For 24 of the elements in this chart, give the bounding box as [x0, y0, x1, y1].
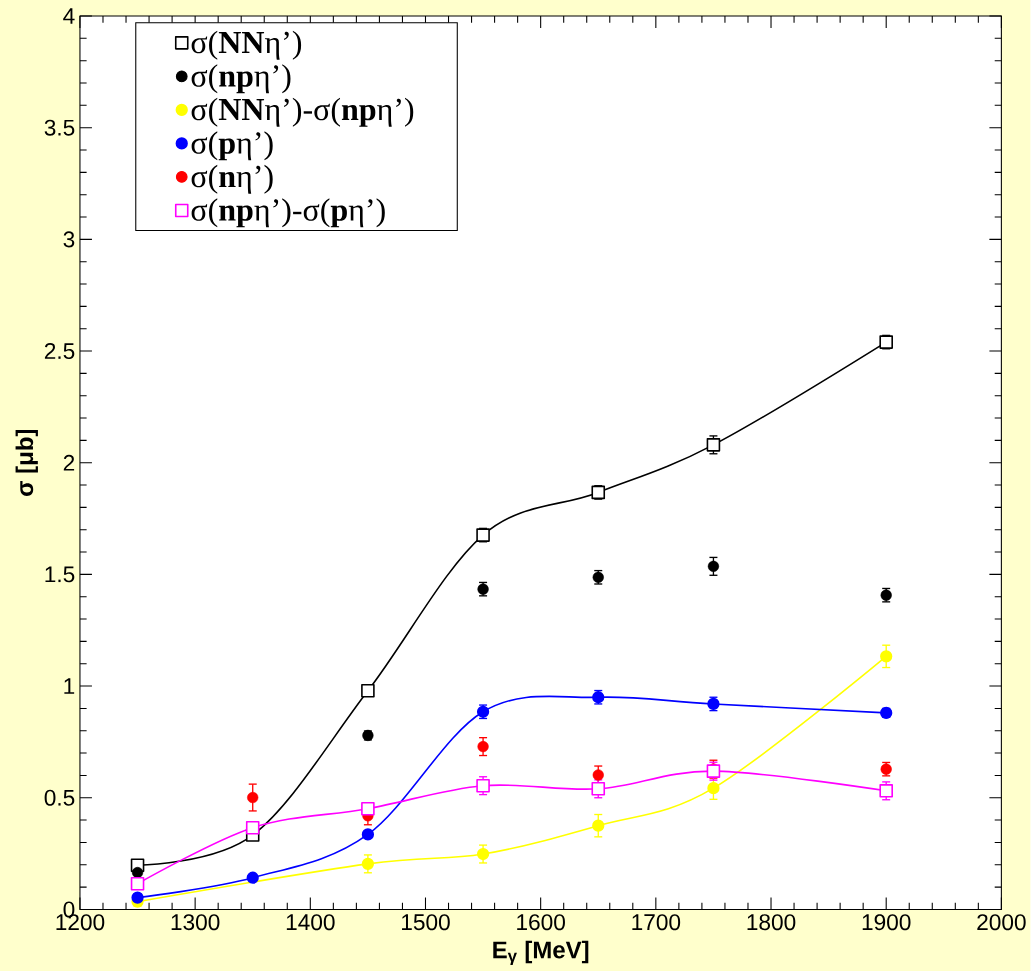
x-tick-label: 1800 — [747, 913, 796, 930]
x-axis-title: E$_{γ}$ [MeV] — [493, 940, 589, 965]
x-tick-label: 1900 — [862, 913, 911, 930]
x-tick-label: 1400 — [286, 913, 335, 930]
y-tick-label: 1.5 — [45, 566, 75, 583]
legend-label: σ(npη’)-σ(pη’) — [191, 198, 385, 228]
y-tick-label: 2 — [63, 454, 75, 471]
y-tick-label: 0.5 — [44, 789, 75, 806]
x-tick-label: 1600 — [517, 913, 565, 930]
x-tick-label: 2000 — [977, 913, 1026, 930]
y-tick-label: 3.5 — [44, 119, 75, 136]
legend-label: σ(NNη’) — [191, 30, 302, 60]
legend-label: σ(nη’) — [191, 164, 273, 194]
x-tick-label: 1300 — [171, 913, 220, 930]
legend-label: σ(pη’) — [191, 131, 273, 161]
y-tick-label: 2.5 — [44, 342, 75, 359]
y-tick-label: 1 — [64, 678, 75, 694]
y-tick-label: 3 — [63, 231, 75, 248]
legend-label: σ(npη’) — [191, 64, 291, 94]
y-axis-title: σ [μb] — [15, 429, 38, 496]
x-tick-label: 1500 — [402, 913, 450, 930]
y-tick-label: 4 — [63, 8, 75, 24]
legend-label: σ(NNη’)-σ(npη’) — [191, 97, 414, 127]
x-tick-label: 1700 — [632, 913, 681, 930]
